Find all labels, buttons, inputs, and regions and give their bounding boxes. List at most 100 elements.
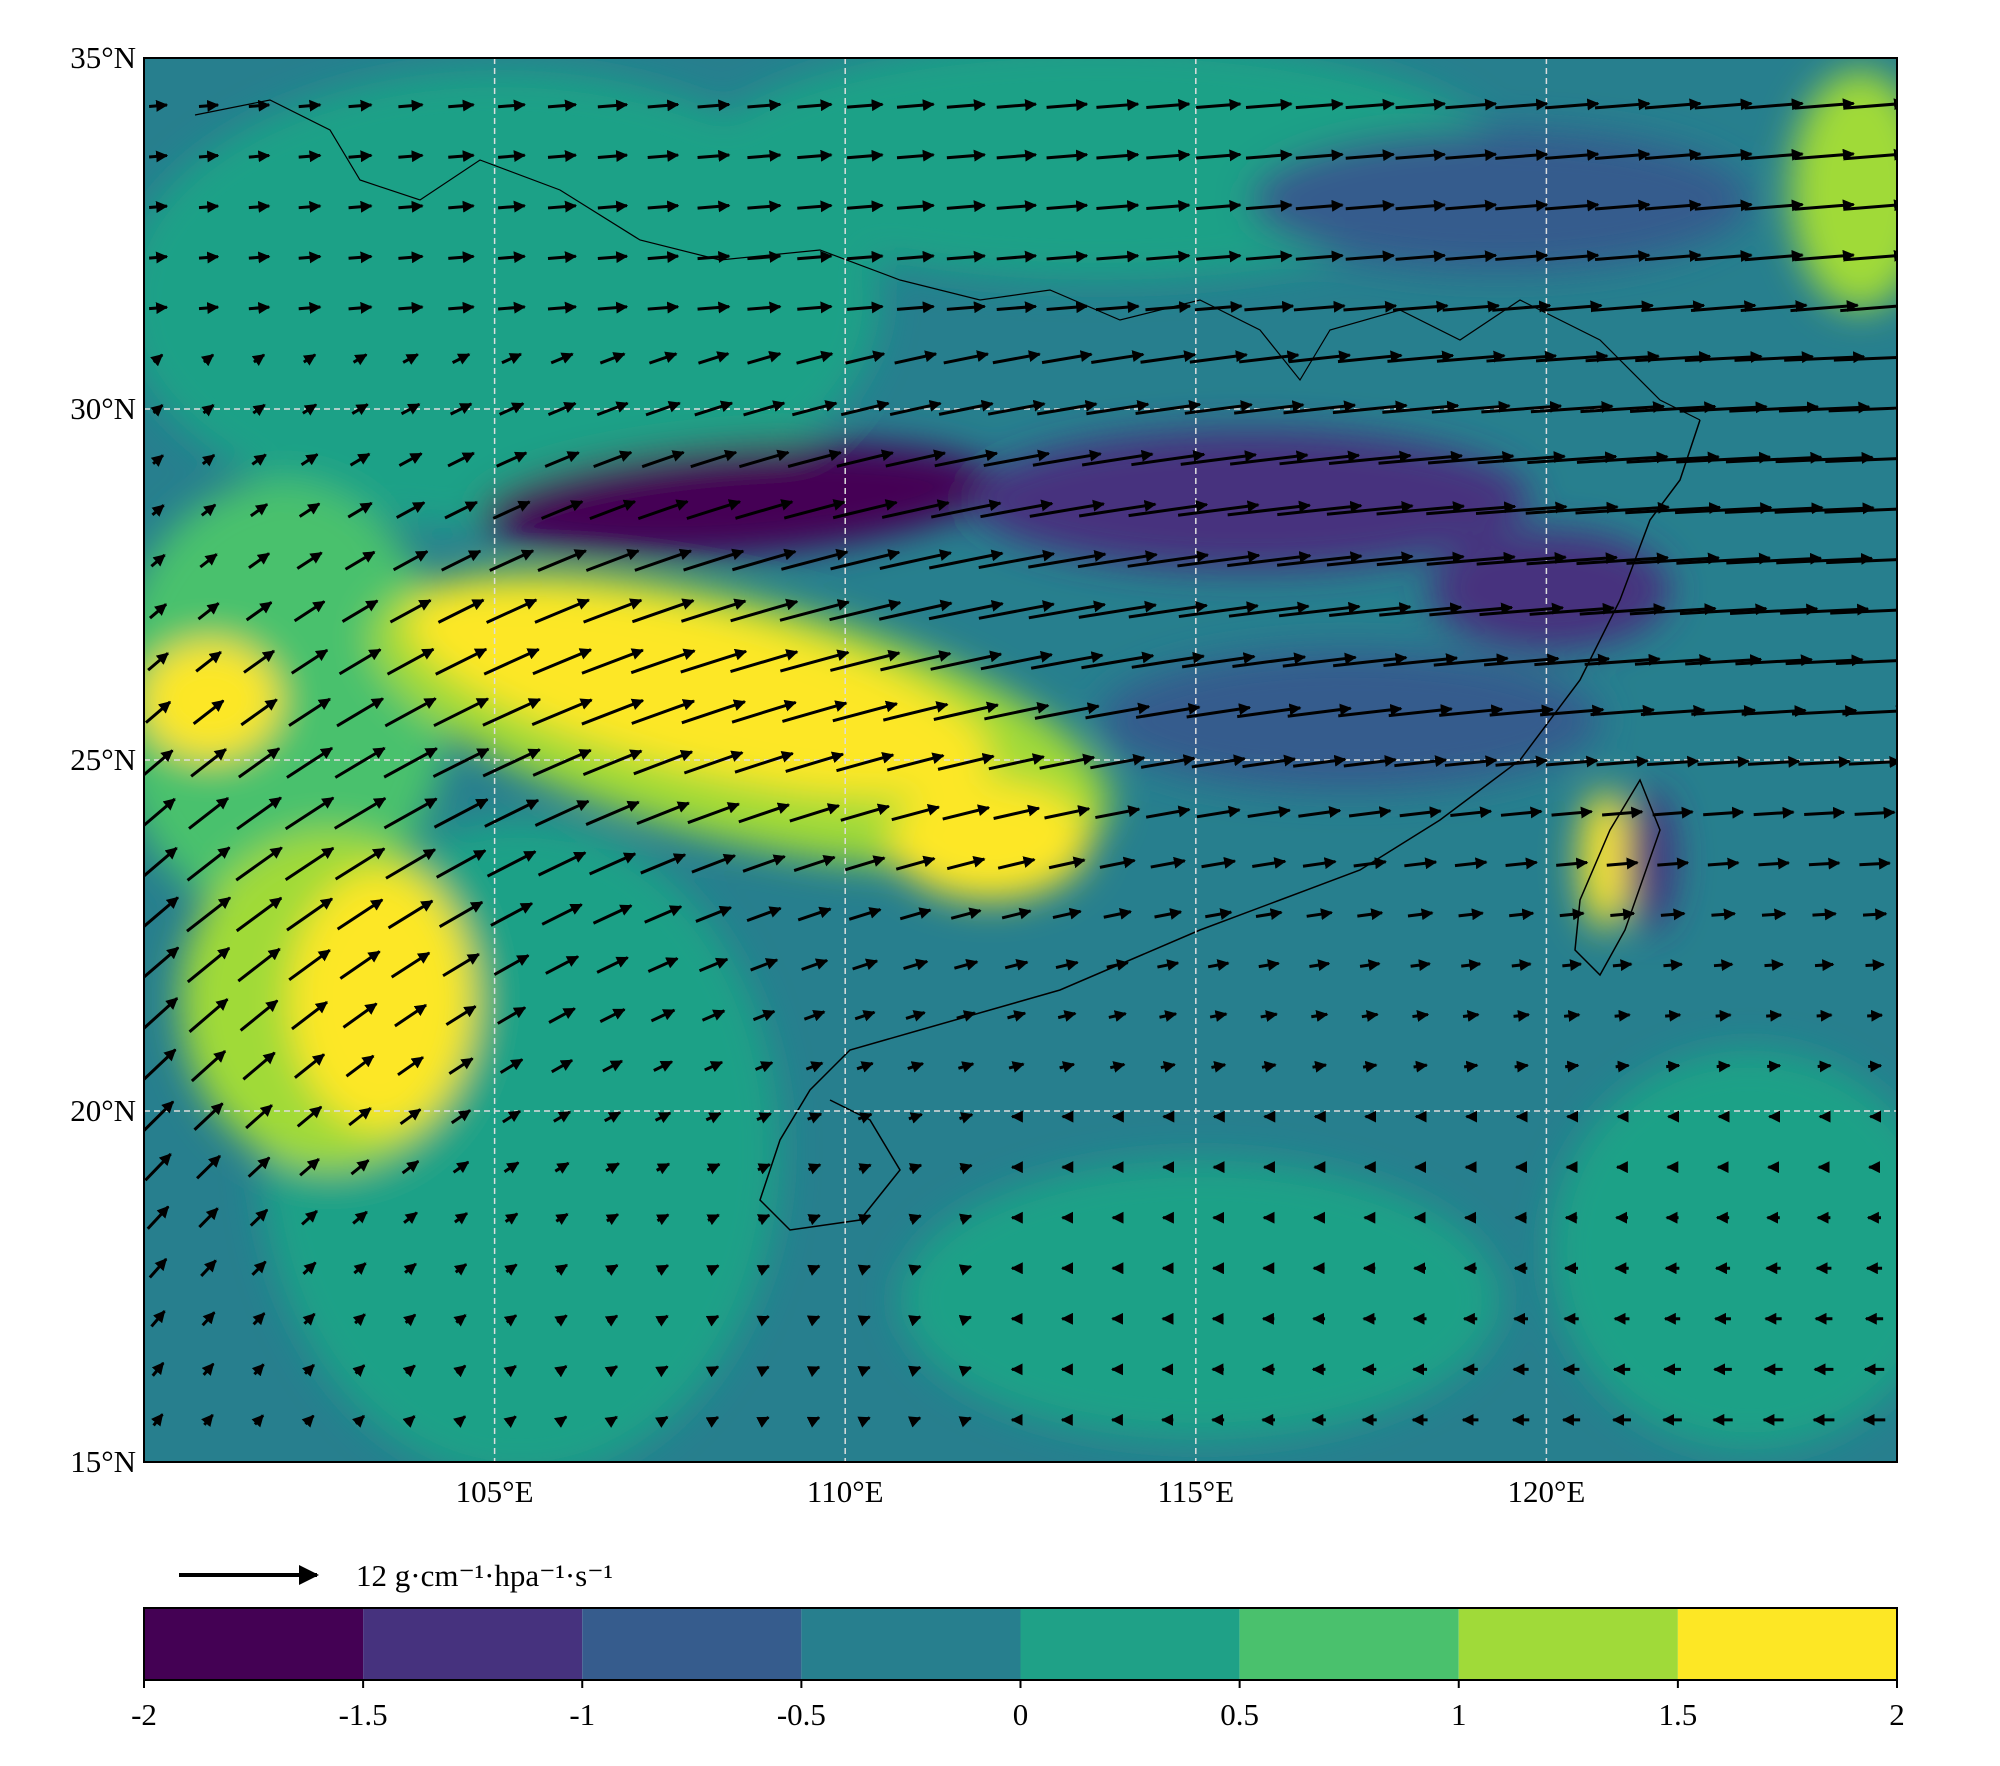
wind-vector (705, 1365, 720, 1378)
wind-vector (1715, 1009, 1732, 1022)
wind-vector (245, 1104, 273, 1130)
wind-vector (886, 752, 945, 772)
wind-vector (444, 500, 478, 520)
wind-vector (908, 1213, 922, 1226)
wind-vector (756, 1112, 772, 1124)
wind-vector (284, 796, 335, 831)
wind-vector (631, 598, 695, 624)
wind-vector (390, 951, 431, 979)
wind-vector (198, 1207, 219, 1229)
wind-vector (832, 700, 899, 723)
wind-vector (636, 801, 690, 826)
wind-vector (498, 200, 526, 213)
wind-vector (298, 301, 322, 314)
wind-vector (201, 1311, 216, 1327)
wind-vector (1835, 659, 1897, 666)
wind-vector (352, 1313, 366, 1327)
wind-vector (1694, 98, 1753, 111)
wind-vector (801, 958, 829, 971)
wind-vector (486, 850, 537, 878)
wind-vector (1295, 199, 1344, 212)
wind-vector (453, 1212, 468, 1225)
wind-vector (149, 302, 169, 315)
wind-vector (1545, 199, 1600, 212)
wind-vector (1029, 499, 1105, 518)
wind-vector (1644, 199, 1702, 212)
wind-vector (150, 404, 164, 417)
wind-vector (1862, 908, 1888, 921)
wind-vector (1644, 148, 1702, 161)
wind-vector (978, 600, 1055, 620)
reference-label: 12 g·cm⁻¹·hpa⁻¹·s⁻¹ (356, 1558, 613, 1593)
wind-vector (781, 700, 848, 723)
wind-vector (1439, 704, 1504, 717)
wind-vector (633, 750, 694, 776)
wind-vector (1676, 451, 1772, 464)
wind-vector (648, 351, 678, 365)
wind-vector (146, 1205, 170, 1230)
wind-vector (201, 1362, 215, 1376)
wind-vector (339, 950, 381, 980)
wind-vector (1844, 98, 1897, 111)
colorbar-tick-label: 0.5 (1220, 1697, 1259, 1732)
wind-vector (1816, 1009, 1833, 1022)
wind-vector (959, 1112, 974, 1124)
wind-vector (1545, 755, 1599, 768)
wind-vector (889, 399, 942, 417)
wind-vector (847, 200, 884, 213)
wind-vector (1596, 755, 1649, 768)
wind-vector (1306, 908, 1333, 921)
colorbar-tick-label: 1 (1451, 1697, 1467, 1732)
wind-vector (498, 251, 526, 264)
wind-vector (498, 402, 525, 416)
wind-vector (1744, 249, 1804, 262)
wind-vector (836, 449, 894, 468)
wind-vector (1209, 1010, 1228, 1022)
wind-vector (1184, 400, 1253, 415)
wind-vector (448, 301, 475, 314)
wind-vector (1191, 754, 1246, 769)
wind-vector (540, 500, 584, 520)
wind-vector (832, 499, 898, 520)
wind-vector (1562, 959, 1583, 972)
wind-vector (1044, 805, 1091, 820)
wind-vector (1844, 249, 1897, 262)
wind-vector (1711, 908, 1736, 921)
wind-vector (198, 150, 220, 163)
wind-vector (1436, 350, 1506, 363)
wind-vector (983, 449, 1050, 468)
wind-vector (193, 1102, 224, 1131)
wind-vector (1145, 301, 1192, 313)
wind-vector (942, 804, 991, 821)
x-tick-label: 105°E (456, 1474, 534, 1509)
wind-vector (144, 700, 172, 724)
wind-vector (583, 598, 643, 624)
wind-vector (807, 1163, 822, 1175)
wind-vector (1077, 550, 1158, 569)
wind-vector (235, 846, 283, 882)
wind-vector (752, 1009, 776, 1022)
wind-vector (997, 856, 1036, 870)
wind-vector (879, 549, 952, 570)
wind-vector (1445, 199, 1498, 212)
wind-vector (532, 748, 592, 777)
wind-vector (144, 797, 176, 828)
wind-vector (655, 1365, 669, 1378)
wind-vector (150, 353, 164, 367)
wind-vector (1610, 908, 1636, 921)
wind-vector (1794, 148, 1855, 161)
wind-vector (1476, 552, 1567, 566)
wind-vector (442, 952, 480, 978)
flux-divergence-field (144, 58, 1897, 1462)
wind-vector (291, 1000, 328, 1031)
wind-vector (1744, 98, 1804, 111)
wind-vector (402, 1364, 416, 1378)
wind-vector (450, 1109, 472, 1125)
wind-vector (1527, 451, 1618, 465)
colorbar-tick-label: -1.5 (339, 1697, 388, 1732)
wind-vector (452, 1160, 470, 1174)
wind-vector (344, 550, 376, 571)
wind-vector (1615, 1060, 1630, 1073)
wind-vector (1277, 500, 1363, 517)
wind-vector (1382, 400, 1460, 414)
